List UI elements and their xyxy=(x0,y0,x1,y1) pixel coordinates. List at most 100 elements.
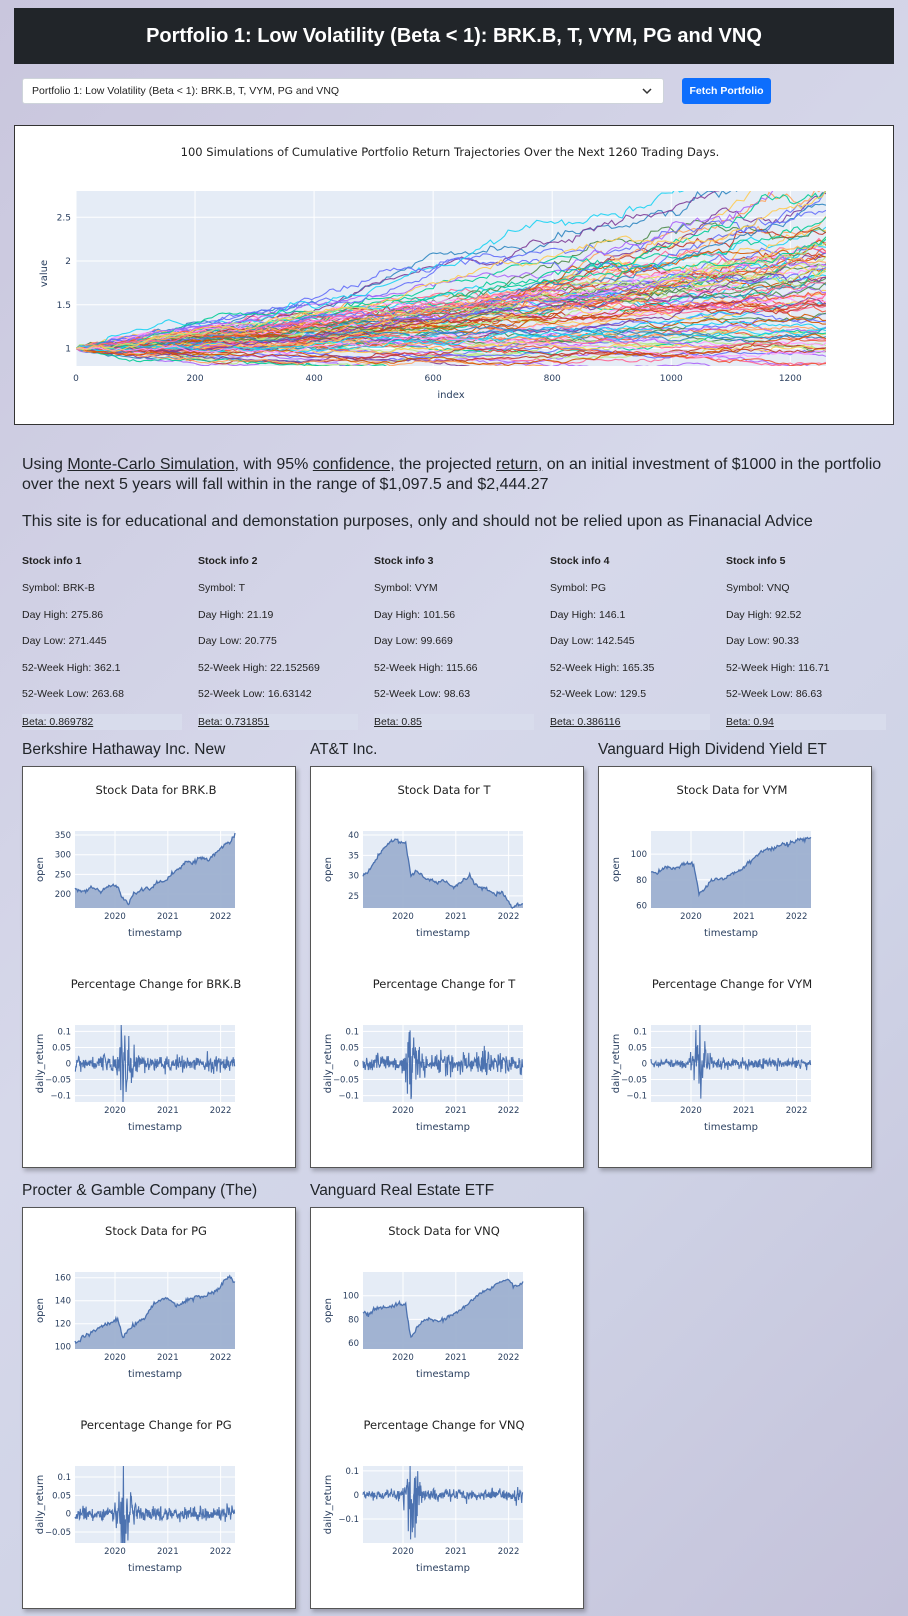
disclaimer-text: This site is for educational and demonst… xyxy=(22,513,813,530)
price-line xyxy=(74,1274,236,1344)
week52-high: 52-Week High: 165.35 xyxy=(550,661,655,674)
day-high: Day High: 21.19 xyxy=(198,608,274,621)
beta-link[interactable]: Beta: 0.386116 xyxy=(550,714,710,730)
y-tick-label: 200 xyxy=(55,890,71,900)
fetch-portfolio-button[interactable]: Fetch Portfolio xyxy=(682,78,771,104)
y-tick-label: 160 xyxy=(55,1274,71,1284)
x-axis-label: timestamp xyxy=(128,1563,182,1574)
y-tick-label: 100 xyxy=(55,1343,71,1353)
company-name: Vanguard High Dividend Yield ET xyxy=(598,741,827,758)
price-area xyxy=(363,839,523,908)
x-tick-label: 2020 xyxy=(680,1106,702,1116)
price-line xyxy=(650,836,812,898)
y-tick-label: 60 xyxy=(348,1339,359,1349)
y-tick-label: −0.05 xyxy=(45,1528,71,1538)
return-line xyxy=(362,1465,524,1540)
confidence-link[interactable]: confidence, xyxy=(312,456,395,473)
simulation-chart-card: 100 Simulations of Cumulative Portfolio … xyxy=(14,125,894,425)
week52-high: 52-Week High: 22.152569 xyxy=(198,661,320,674)
week52-low: 52-Week Low: 98.63 xyxy=(374,688,471,700)
y-tick-label: −0.05 xyxy=(333,1076,359,1086)
stock-info-title: Stock info 4 xyxy=(550,555,610,567)
stock-charts[interactable]: Stock Data for PG 2020 2021 2022 100 120 140 16… xyxy=(23,1208,297,1610)
simulation-series xyxy=(76,325,826,349)
x-tick-label: 2022 xyxy=(498,1547,520,1557)
x-tick-label: 2020 xyxy=(104,1547,126,1557)
stock-info-2: Stock info 2 Symbol: T Day High: 21.19 Day … xyxy=(198,555,358,730)
projection-summary: Using Monte-Carlo Simulation, with 95% c… xyxy=(22,455,892,495)
week52-high: 52-Week High: 362.1 xyxy=(22,661,121,674)
x-tick-label: 2022 xyxy=(498,1106,520,1116)
y-tick-label: 0.05 xyxy=(628,1043,647,1053)
day-low: Day Low: 142.545 xyxy=(550,635,635,647)
y-tick-label: −0.1 xyxy=(626,1092,647,1102)
y-tick-label: 0 xyxy=(354,1491,359,1501)
price-line xyxy=(362,1278,524,1339)
stock-symbol: Symbol: T xyxy=(198,582,246,594)
stock-charts[interactable]: Stock Data for T 2020 2021 2022 25 30 35 40 time… xyxy=(311,767,585,1169)
x-tick-label: 2020 xyxy=(104,912,126,922)
beta-link[interactable]: Beta: 0.94 xyxy=(726,714,886,730)
stock-chart-card: Stock Data for VNQ 2020 2021 2022 60 80 100 tim… xyxy=(310,1207,584,1609)
return-line xyxy=(362,1030,524,1100)
x-tick-label: 2020 xyxy=(104,1106,126,1116)
simulation-series xyxy=(76,263,826,350)
simulation-series xyxy=(76,347,677,366)
day-high: Day High: 275.86 xyxy=(22,608,104,621)
stock-charts[interactable]: Stock Data for VNQ 2020 2021 2022 60 80 100 tim… xyxy=(311,1208,585,1610)
x-tick-label: 1200 xyxy=(779,374,802,384)
week52-low: 52-Week Low: 16.63142 xyxy=(198,688,312,700)
y-tick-label: 35 xyxy=(348,851,359,861)
stock-chart-card: Stock Data for VYM 2020 2021 2022 60 80 100 tim… xyxy=(598,766,872,1168)
simulation-series xyxy=(76,333,826,366)
stock-charts[interactable]: Stock Data for BRK.B 2020 2021 2022 200 250 30… xyxy=(23,767,297,1169)
portfolio-select-value: Portfolio 1: Low Volatility (Beta < 1): … xyxy=(32,85,340,97)
chart-title: Stock Data for VNQ xyxy=(388,1224,500,1238)
simulation-lines xyxy=(76,191,826,366)
beta-link[interactable]: Beta: 0.869782 xyxy=(22,714,182,730)
chart-title: Percentage Change for T xyxy=(373,977,517,991)
company-name: Vanguard Real Estate ETF xyxy=(310,1182,495,1199)
chart-title: Percentage Change for BRK.B xyxy=(71,977,242,991)
chart-title: Percentage Change for VYM xyxy=(652,977,812,991)
plot-area xyxy=(363,1466,523,1543)
y-axis-label: daily_return xyxy=(323,1034,334,1094)
beta-link[interactable]: Beta: 0.85 xyxy=(374,714,534,730)
simulation-series xyxy=(76,209,826,350)
x-tick-label: 2021 xyxy=(733,912,755,922)
y-tick-label: 30 xyxy=(348,872,359,882)
week52-low: 52-Week Low: 263.68 xyxy=(22,688,124,700)
stock-symbol: Symbol: VYM xyxy=(374,582,438,594)
y-tick-label: 0.1 xyxy=(57,1027,71,1037)
simulation-series xyxy=(76,277,826,352)
simulation-series xyxy=(76,191,826,352)
stock-info-title: Stock info 2 xyxy=(198,555,258,567)
y-tick-label: 1.5 xyxy=(57,301,71,311)
y-tick-label: −0.05 xyxy=(621,1076,647,1086)
stock-symbol: Symbol: VNQ xyxy=(726,582,790,594)
y-tick-label: −0.05 xyxy=(45,1076,71,1086)
price-line xyxy=(362,838,524,909)
x-axis-label: index xyxy=(437,390,464,401)
x-axis-label: timestamp xyxy=(128,928,182,939)
monte-carlo-link[interactable]: Monte-Carlo Simulation, xyxy=(67,456,239,473)
simulation-series xyxy=(76,293,826,351)
return-link[interactable]: return, xyxy=(496,456,543,473)
stock-info-5: Stock info 5 Symbol: VNQ Day High: 92.52 Da… xyxy=(726,555,886,730)
x-tick-label: 2020 xyxy=(392,1547,414,1557)
x-tick-label: 2022 xyxy=(210,1353,232,1363)
x-tick-label: 2022 xyxy=(210,1106,232,1116)
x-axis-label: timestamp xyxy=(128,1369,182,1380)
chart-title: Percentage Change for PG xyxy=(80,1418,231,1432)
portfolio-select[interactable]: Portfolio 1: Low Volatility (Beta < 1): … xyxy=(22,78,664,104)
stock-charts[interactable]: Stock Data for VYM 2020 2021 2022 60 80 100 tim… xyxy=(599,767,873,1169)
x-axis-label: timestamp xyxy=(704,1122,758,1133)
day-high: Day High: 146.1 xyxy=(550,608,626,621)
beta-link[interactable]: Beta: 0.731851 xyxy=(198,714,358,730)
x-tick-label: 2021 xyxy=(157,912,179,922)
y-tick-label: 40 xyxy=(348,831,359,841)
y-tick-label: 0 xyxy=(354,1060,359,1070)
simulation-series xyxy=(76,191,826,350)
return-line xyxy=(74,1465,236,1544)
simulation-chart[interactable]: 100 Simulations of Cumulative Portfolio … xyxy=(23,126,893,426)
